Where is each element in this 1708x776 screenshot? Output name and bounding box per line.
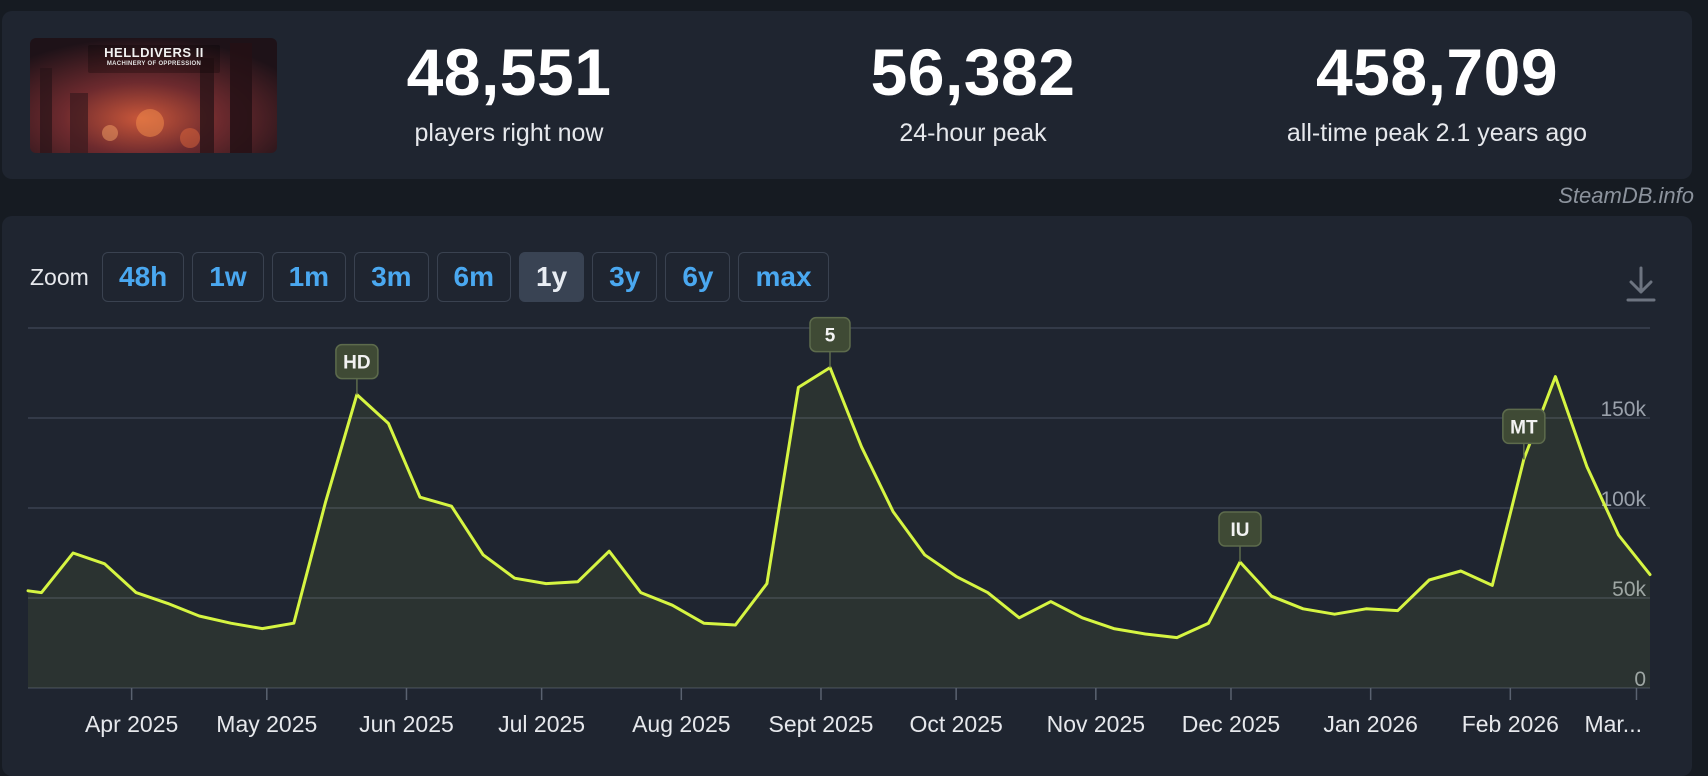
x-tick-label: Jun 2025 xyxy=(359,711,454,737)
x-tick-label: May 2025 xyxy=(216,711,317,737)
download-icon xyxy=(1626,266,1656,302)
stat-24h-peak: 56,382 24-hour peak xyxy=(763,39,1183,148)
x-tick-label: Feb 2026 xyxy=(1462,711,1559,737)
annotation-label: MT xyxy=(1510,417,1538,438)
stat-label: all-time peak 2.1 years ago xyxy=(1286,119,1588,147)
stat-value: 458,709 xyxy=(1315,35,1559,109)
zoom-48h-button[interactable]: 48h xyxy=(102,252,185,302)
y-tick-label: 0 xyxy=(1634,668,1646,691)
annotation-flag xyxy=(1502,408,1546,445)
stat-label: 24-hour peak xyxy=(899,119,1047,147)
zoom-6y-button[interactable]: 6y xyxy=(665,252,731,302)
zoom-1w-button[interactable]: 1w xyxy=(192,252,264,302)
game-logo-title: HELLDIVERS II xyxy=(104,45,204,60)
y-tick-label: 100k xyxy=(1600,488,1646,511)
zoom-label: Zoom xyxy=(30,264,89,290)
game-logo-subtitle: MACHINERY OF OPPRESSION xyxy=(106,61,202,67)
stat-value: 48,551 xyxy=(406,35,612,109)
zoom-max-button[interactable]: max xyxy=(738,252,829,302)
x-tick-label: Sept 2025 xyxy=(769,711,874,737)
zoom-1m-button[interactable]: 1m xyxy=(271,252,347,302)
y-tick-label: 150k xyxy=(1600,398,1646,421)
download-button[interactable] xyxy=(1624,264,1658,304)
zoom-button-group: 48h 1w 1m 3m 6m 1y 3y 6y max xyxy=(102,252,829,302)
y-tick-label: 50k xyxy=(1612,578,1646,601)
x-tick-label: Jul 2025 xyxy=(498,711,585,737)
x-tick-label: Dec 2025 xyxy=(1182,711,1280,737)
x-tick-label: Jan 2026 xyxy=(1323,711,1418,737)
x-tick-label: Aug 2025 xyxy=(632,711,730,737)
stat-players-now: 48,551 players right now xyxy=(299,39,719,148)
annotation-label: 5 xyxy=(825,326,836,347)
player-count-chart[interactable]: 0 50k 100k 150k Apr 2025 May 2025 Jun 2025 Jul … xyxy=(2,216,1692,772)
annotation-label: HD xyxy=(343,353,370,374)
x-tick-label: Nov 2025 xyxy=(1047,711,1145,737)
annotation-label: IU xyxy=(1230,520,1249,541)
stat-label: players right now xyxy=(414,119,604,147)
zoom-6m-button[interactable]: 6m xyxy=(436,252,512,302)
annotation-flag xyxy=(809,316,851,353)
stats-panel: HELLDIVERS II MACHINERY OF OPPRESSION 48… xyxy=(2,11,1692,179)
zoom-1y-button[interactable]: 1y xyxy=(519,252,585,302)
game-capsule-image[interactable]: HELLDIVERS II MACHINERY OF OPPRESSION xyxy=(30,38,277,153)
stat-all-time-peak: 458,709 all-time peak 2.1 years ago xyxy=(1227,39,1647,148)
zoom-3m-button[interactable]: 3m xyxy=(354,252,429,302)
chart-panel: Zoom 48h 1w 1m 3m 6m 1y 3y 6y max 0 50k 10… xyxy=(2,216,1692,776)
x-tick-label: Apr 2025 xyxy=(85,711,178,737)
steamdb-brand-link[interactable]: SteamDB.info xyxy=(1558,183,1694,208)
x-tick-label: Mar... xyxy=(1584,711,1642,737)
annotation-flag xyxy=(335,343,379,380)
annotation-flag xyxy=(1218,511,1262,547)
series-area xyxy=(28,367,1650,688)
x-tick-label: Oct 2025 xyxy=(909,711,1002,737)
stat-value: 56,382 xyxy=(870,35,1076,109)
zoom-3y-button[interactable]: 3y xyxy=(592,252,658,302)
